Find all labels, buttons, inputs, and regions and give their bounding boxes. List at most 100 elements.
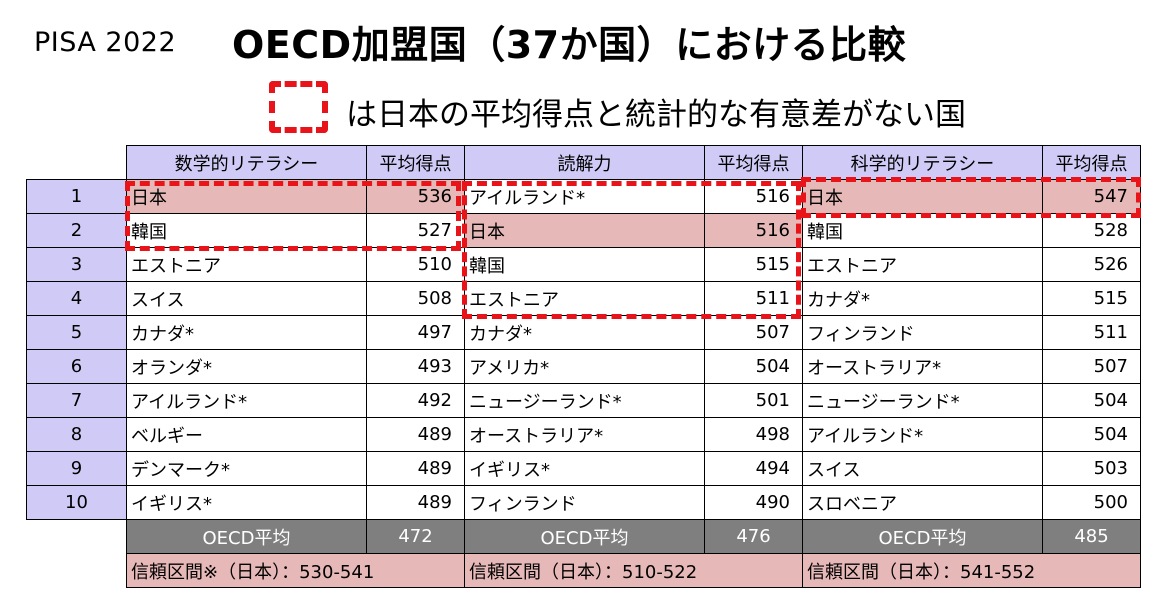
math-confidence-interval: 信頼区間※（日本）：530-541 — [126, 553, 465, 588]
science-average-label: OECD平均 — [802, 519, 1043, 554]
science-score-cell: 511 — [1042, 315, 1141, 350]
reading-country-cell: 日本 — [464, 213, 705, 248]
math-average-label: OECD平均 — [126, 519, 367, 554]
header-reading-score: 平均得点 — [704, 145, 803, 180]
table-row: 4 スイス 508 エストニア 511 カナダ* 515 — [26, 281, 1141, 316]
ci-blank-cell — [27, 554, 127, 588]
rank-cell: 8 — [26, 417, 127, 452]
table-row: 3 エストニア 510 韓国 515 エストニア 526 — [26, 247, 1141, 282]
science-score-cell: 507 — [1042, 349, 1141, 384]
table-row: 9 デンマーク* 489 イギリス* 494 スイス 503 — [26, 451, 1141, 486]
science-country-cell: 日本 — [802, 179, 1043, 214]
science-country-cell: オーストラリア* — [802, 349, 1043, 384]
math-score-cell: 493 — [366, 349, 465, 384]
header-science: 科学的リテラシー — [802, 145, 1043, 180]
reading-score-cell: 498 — [704, 417, 803, 452]
header-math-score: 平均得点 — [366, 145, 465, 180]
table-row: 5 カナダ* 497 カナダ* 507 フィンランド 511 — [26, 315, 1141, 350]
reading-country-cell: アメリカ* — [464, 349, 705, 384]
reading-average-value: 476 — [704, 519, 803, 554]
science-score-cell: 547 — [1042, 179, 1141, 214]
table-row: 2 韓国 527 日本 516 韓国 528 — [26, 213, 1141, 248]
science-score-cell: 504 — [1042, 383, 1141, 418]
math-country-cell: ベルギー — [126, 417, 367, 452]
science-country-cell: エストニア — [802, 247, 1043, 282]
rank-cell: 1 — [26, 179, 127, 214]
reading-score-cell: 515 — [704, 247, 803, 282]
reading-score-cell: 494 — [704, 451, 803, 486]
rank-cell: 10 — [26, 485, 127, 520]
math-country-cell: イギリス* — [126, 485, 367, 520]
math-average-value: 472 — [366, 519, 465, 554]
math-country-cell: デンマーク* — [126, 451, 367, 486]
pisa-label: PISA 2022 — [34, 27, 177, 58]
math-country-cell: オランダ* — [126, 349, 367, 384]
oecd-average-row: OECD平均 472 OECD平均 476 OECD平均 485 — [27, 519, 1141, 554]
reading-country-cell: フィンランド — [464, 485, 705, 520]
rank-cell: 4 — [26, 281, 127, 316]
science-score-cell: 515 — [1042, 281, 1141, 316]
table-header-row: 数学的リテラシー 平均得点 読解力 平均得点 科学的リテラシー 平均得点 — [27, 145, 1141, 180]
reading-country-cell: 韓国 — [464, 247, 705, 282]
rank-cell: 9 — [26, 451, 127, 486]
math-score-cell: 489 — [366, 485, 465, 520]
legend-dashed-box-icon — [269, 81, 328, 133]
reading-confidence-interval: 信頼区間（日本）：510-522 — [464, 553, 803, 588]
math-score-cell: 489 — [366, 451, 465, 486]
reading-country-cell: エストニア — [464, 281, 705, 316]
reading-country-cell: イギリス* — [464, 451, 705, 486]
science-score-cell: 500 — [1042, 485, 1141, 520]
science-average-value: 485 — [1042, 519, 1141, 554]
math-score-cell: 508 — [366, 281, 465, 316]
math-country-cell: カナダ* — [126, 315, 367, 350]
reading-country-cell: カナダ* — [464, 315, 705, 350]
math-score-cell: 497 — [366, 315, 465, 350]
reading-score-cell: 490 — [704, 485, 803, 520]
header-science-score: 平均得点 — [1042, 145, 1141, 180]
science-score-cell: 528 — [1042, 213, 1141, 248]
rank-cell: 7 — [26, 383, 127, 418]
math-score-cell: 510 — [366, 247, 465, 282]
average-blank-cell — [27, 520, 127, 554]
science-country-cell: カナダ* — [802, 281, 1043, 316]
header-blank-cell — [27, 146, 127, 180]
legend-text: は日本の平均得点と統計的な有意差がない国 — [346, 97, 966, 133]
reading-score-cell: 507 — [704, 315, 803, 350]
science-score-cell: 503 — [1042, 451, 1141, 486]
science-country-cell: フィンランド — [802, 315, 1043, 350]
science-score-cell: 526 — [1042, 247, 1141, 282]
table-row: 1 日本 536 アイルランド* 516 日本 547 — [26, 179, 1141, 214]
science-confidence-interval: 信頼区間（日本）：541-552 — [802, 553, 1141, 588]
reading-country-cell: オーストラリア* — [464, 417, 705, 452]
reading-score-cell: 511 — [704, 281, 803, 316]
header-reading: 読解力 — [464, 145, 705, 180]
table-row: 10 イギリス* 489 フィンランド 490 スロベニア 500 — [26, 485, 1141, 520]
science-country-cell: ニュージーランド* — [802, 383, 1043, 418]
table-row: 6 オランダ* 493 アメリカ* 504 オーストラリア* 507 — [26, 349, 1141, 384]
table-row: 8 ベルギー 489 オーストラリア* 498 アイルランド* 504 — [26, 417, 1141, 452]
reading-country-cell: アイルランド* — [464, 179, 705, 214]
rank-cell: 6 — [26, 349, 127, 384]
math-country-cell: 日本 — [126, 179, 367, 214]
confidence-interval-row: 信頼区間※（日本）：530-541 信頼区間（日本）：510-522 信頼区間（日本… — [27, 553, 1141, 588]
reading-average-label: OECD平均 — [464, 519, 705, 554]
reading-score-cell: 504 — [704, 349, 803, 384]
math-score-cell: 527 — [366, 213, 465, 248]
math-score-cell: 489 — [366, 417, 465, 452]
rank-cell: 3 — [26, 247, 127, 282]
reading-country-cell: ニュージーランド* — [464, 383, 705, 418]
science-country-cell: 韓国 — [802, 213, 1043, 248]
math-country-cell: スイス — [126, 281, 367, 316]
math-country-cell: 韓国 — [126, 213, 367, 248]
header-math: 数学的リテラシー — [126, 145, 367, 180]
math-country-cell: エストニア — [126, 247, 367, 282]
reading-score-cell: 501 — [704, 383, 803, 418]
table-row: 7 アイルランド* 492 ニュージーランド* 501 ニュージーランド* 504 — [26, 383, 1141, 418]
rank-cell: 2 — [26, 213, 127, 248]
page-title: OECD加盟国（37か国）における比較 — [232, 23, 907, 67]
rank-cell: 5 — [26, 315, 127, 350]
math-score-cell: 536 — [366, 179, 465, 214]
science-country-cell: アイルランド* — [802, 417, 1043, 452]
science-country-cell: スロベニア — [802, 485, 1043, 520]
math-country-cell: アイルランド* — [126, 383, 367, 418]
